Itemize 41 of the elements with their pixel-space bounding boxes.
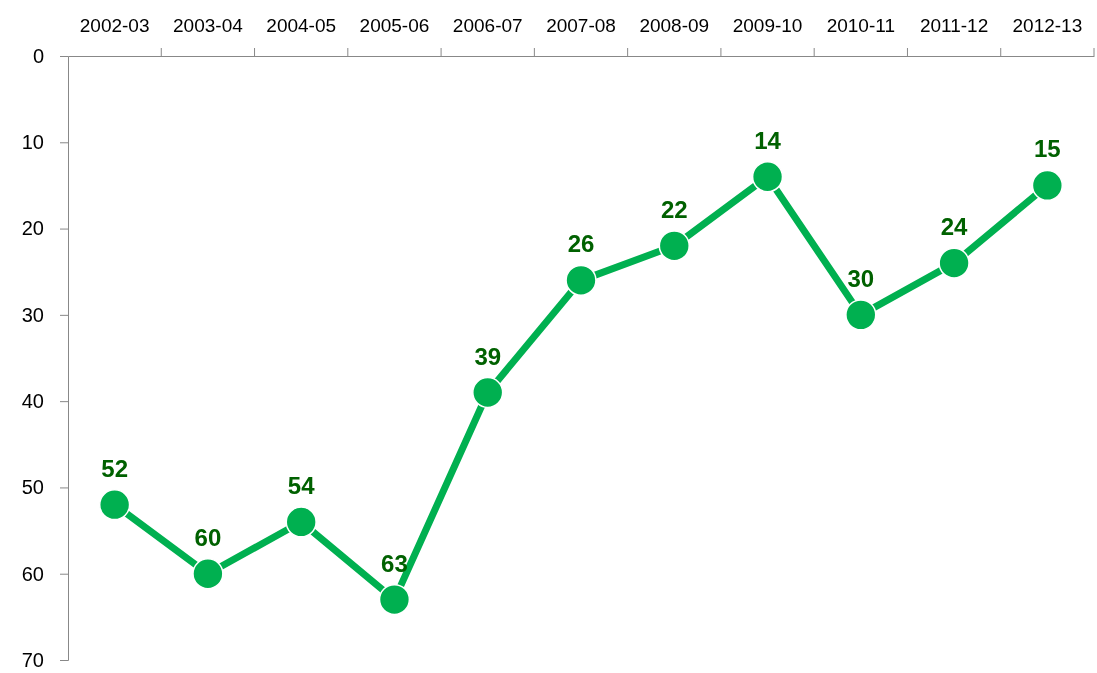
point [192,558,224,590]
point [658,230,690,262]
x-tick-label: 2008-09 [639,15,710,36]
x-tick-label: 2006-07 [452,15,523,36]
x-tick-label: 2009-10 [732,15,803,36]
point [751,161,784,193]
x-tick-label: 2007-08 [546,15,616,36]
data-label: 54 [287,471,316,499]
x-tick-label: 2010-11 [826,15,895,36]
point [1031,169,1064,202]
y-tick-label: 20 [21,217,44,240]
data-label: 26 [567,230,595,258]
y-tick-label: 0 [32,44,44,67]
data-label: 39 [474,342,502,370]
data-label: 60 [194,523,222,551]
x-tick-label: 2011-12 [919,15,989,36]
data-label: 63 [381,549,408,577]
point [378,583,411,616]
y-tick-label: 60 [21,562,44,585]
y-tick-label: 30 [21,303,44,326]
data-label: 52 [101,454,128,482]
x-tick-label: 2002-03 [79,15,150,36]
x-tick-label: 2004-05 [266,15,337,36]
point [938,247,970,279]
point [565,264,597,296]
y-tick-label: 50 [21,476,44,499]
y-tick-label: 70 [21,648,44,671]
y-tick-label: 40 [21,390,44,413]
data-label: 30 [847,264,875,292]
x-tick-label: 2012-13 [1012,15,1083,36]
data-label: 15 [1034,135,1061,163]
x-tick-label: 2005-06 [359,15,430,36]
point [845,299,877,331]
data-label: 24 [940,213,969,241]
point [285,506,317,538]
data-label: 14 [754,126,782,154]
data-label: 22 [660,195,688,223]
x-tick-label: 2003-04 [173,15,244,36]
point [98,489,131,521]
y-tick-label: 10 [21,131,44,154]
point [472,376,504,409]
